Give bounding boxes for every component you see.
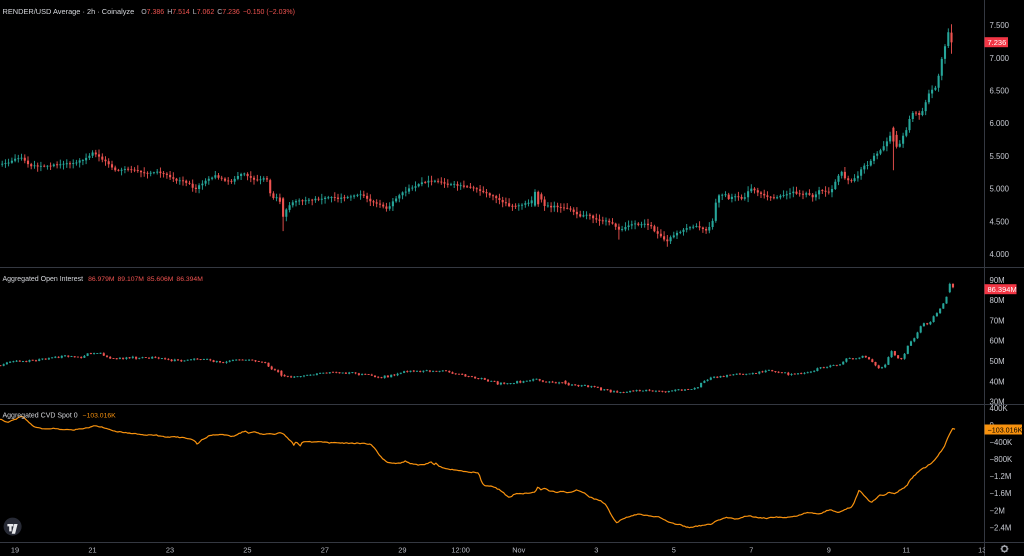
svg-text:Nov: Nov [512, 546, 525, 555]
svg-text:50M: 50M [990, 357, 1005, 366]
svg-text:9: 9 [827, 546, 831, 555]
svg-text:23: 23 [166, 546, 174, 555]
svg-text:RENDER/USD Average · 2h · Coin: RENDER/USD Average · 2h · Coinalyze O7.38… [3, 7, 295, 16]
svg-text:7: 7 [749, 546, 753, 555]
svg-text:19: 19 [11, 546, 19, 555]
svg-text:4.500: 4.500 [990, 217, 1010, 226]
svg-text:6.500: 6.500 [990, 87, 1010, 96]
svg-text:−1.6M: −1.6M [990, 489, 1012, 498]
svg-text:−800K: −800K [990, 455, 1014, 464]
svg-text:90M: 90M [990, 276, 1005, 285]
svg-text:12:00: 12:00 [451, 546, 470, 555]
svg-text:70M: 70M [990, 317, 1005, 326]
svg-text:21: 21 [88, 546, 96, 555]
svg-text:−400K: −400K [990, 438, 1014, 447]
svg-text:Aggregated CVD Spot 0−103.016K: Aggregated CVD Spot 0 −103.016K [3, 413, 117, 420]
svg-text:13: 13 [978, 546, 986, 555]
svg-text:27: 27 [321, 546, 329, 555]
svg-text:5.000: 5.000 [990, 185, 1010, 194]
svg-text:30M: 30M [990, 398, 1005, 407]
svg-text:4.000: 4.000 [990, 250, 1010, 259]
svg-text:6.000: 6.000 [990, 119, 1010, 128]
svg-text:−103.016K: −103.016K [988, 425, 1023, 434]
svg-text:86.394M: 86.394M [988, 285, 1017, 294]
svg-text:25: 25 [243, 546, 251, 555]
svg-text:29: 29 [398, 546, 406, 555]
svg-text:−2.4M: −2.4M [990, 523, 1012, 532]
svg-text:−2M: −2M [990, 506, 1005, 515]
svg-text:11: 11 [902, 546, 910, 555]
svg-text:80M: 80M [990, 296, 1005, 305]
svg-text:3: 3 [594, 546, 598, 555]
svg-text:−1.2M: −1.2M [990, 472, 1012, 481]
svg-text:7.236: 7.236 [988, 38, 1007, 47]
svg-text:60M: 60M [990, 337, 1005, 346]
svg-text:400K: 400K [990, 404, 1009, 413]
svg-text:5.500: 5.500 [990, 152, 1010, 161]
svg-text:40M: 40M [990, 377, 1005, 386]
svg-text:5: 5 [672, 546, 676, 555]
svg-text:7.500: 7.500 [990, 21, 1010, 30]
svg-text:7.000: 7.000 [990, 54, 1010, 63]
